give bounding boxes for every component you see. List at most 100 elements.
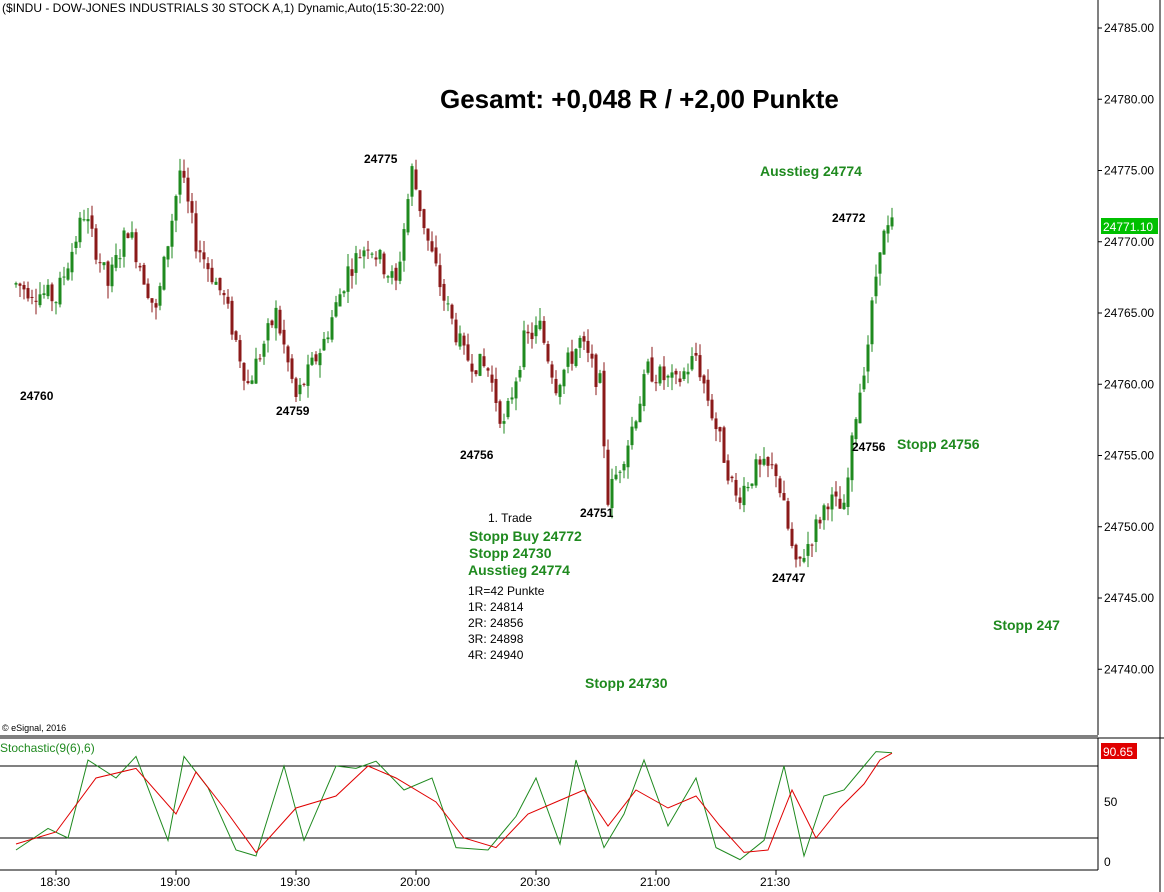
candle-body xyxy=(818,519,822,524)
candle-body xyxy=(82,219,86,221)
candle-body xyxy=(258,358,262,360)
candle-body xyxy=(250,380,254,384)
candle-body xyxy=(726,460,730,481)
candle-body xyxy=(90,215,94,229)
candle-body xyxy=(402,229,406,261)
candle-body xyxy=(486,368,490,371)
candle-body xyxy=(658,366,662,384)
candle-body xyxy=(346,266,350,292)
candle-body xyxy=(498,401,502,424)
candle-body xyxy=(478,353,482,376)
time-tick-label: 18:30 xyxy=(40,875,70,889)
price-label-low-3: 24756 xyxy=(460,448,494,462)
candle-body xyxy=(350,269,354,276)
candle-body xyxy=(494,378,498,403)
candle-body xyxy=(830,494,834,510)
candle-body xyxy=(422,209,426,229)
candle-body xyxy=(370,253,374,255)
stoch-line-pct-d xyxy=(15,752,893,854)
candle-body xyxy=(446,303,450,305)
candle-body xyxy=(182,170,186,178)
stochastic-name: Stochastic(9(6),6) xyxy=(0,741,95,755)
candle-body xyxy=(826,506,830,510)
candle-body xyxy=(278,309,282,334)
candle-body xyxy=(622,463,626,471)
price-label-low-2: 24759 xyxy=(276,404,310,418)
price-tick-label: 24760.00 xyxy=(1104,377,1154,391)
candle-body xyxy=(654,382,658,384)
candle-body xyxy=(578,337,582,348)
price-label-low-5: 24747 xyxy=(772,571,806,585)
candle-body xyxy=(810,544,814,546)
candle-body xyxy=(770,464,774,466)
candle-body xyxy=(674,370,678,375)
candle-body xyxy=(802,557,806,562)
candle-body xyxy=(686,371,690,375)
time-tick-label: 21:00 xyxy=(640,875,670,889)
candle-body xyxy=(310,357,314,365)
candle-body xyxy=(630,426,634,446)
candle-body xyxy=(102,262,106,266)
trade-detail-5: 4R: 24940 xyxy=(468,648,524,662)
candle-body xyxy=(766,457,770,466)
trade-green-2: Stopp 24730 xyxy=(469,545,552,561)
candle-body xyxy=(146,283,150,299)
candle-body xyxy=(742,485,746,506)
candle-body xyxy=(254,358,258,384)
candle-body xyxy=(86,219,90,222)
candle-body xyxy=(798,556,802,559)
candle-body xyxy=(546,344,550,362)
candle-body xyxy=(158,286,162,306)
candle-body xyxy=(330,317,334,340)
candle-body xyxy=(94,228,98,260)
candle-body xyxy=(878,252,882,274)
trade-detail-2: 1R: 24814 xyxy=(468,600,524,614)
candle-body xyxy=(538,320,542,330)
candle-body xyxy=(366,249,370,251)
stoch-line-pct-k xyxy=(15,751,893,861)
candle-body xyxy=(378,249,382,260)
candle-body xyxy=(50,284,54,302)
candle-body xyxy=(710,399,714,419)
candle-body xyxy=(678,378,682,383)
candle-body xyxy=(590,353,594,359)
price-tick-label: 24745.00 xyxy=(1104,591,1154,605)
candle-body xyxy=(442,283,446,301)
candle-body xyxy=(462,335,466,346)
price-tick-label: 24770.00 xyxy=(1104,235,1154,249)
candle-body xyxy=(26,288,30,299)
candle-body xyxy=(22,285,26,290)
candle-body xyxy=(298,384,302,395)
candle-body xyxy=(322,338,326,351)
candle-body xyxy=(466,344,470,361)
candle-body xyxy=(514,381,518,399)
candle-body xyxy=(642,374,646,407)
price-axis: 24785.00 24780.00 24775.00 24770.00 24765.00… xyxy=(1098,21,1154,676)
candle-body xyxy=(106,261,110,286)
candle-body xyxy=(358,257,362,259)
candle-body xyxy=(618,471,622,473)
candle-body xyxy=(406,199,410,233)
trade-detail-1: 1R=42 Punkte xyxy=(468,584,545,598)
candle-body xyxy=(874,276,878,297)
time-tick-label: 20:00 xyxy=(400,875,430,889)
candle-body xyxy=(518,369,522,378)
trade-green-3: Ausstieg 24774 xyxy=(468,562,570,578)
candle-body xyxy=(374,257,378,260)
stopp-24730-annotation: Stopp 24730 xyxy=(585,675,668,691)
candle-body xyxy=(846,477,850,507)
candle-body xyxy=(326,337,330,340)
candle-body xyxy=(762,458,766,465)
candle-body xyxy=(838,498,842,509)
candle-body xyxy=(786,501,790,529)
price-label-low-4: 24751 xyxy=(580,506,614,520)
candle-body xyxy=(882,230,886,255)
candlestick-series xyxy=(14,158,894,568)
price-tick-label: 24785.00 xyxy=(1104,21,1154,35)
candle-body xyxy=(266,323,270,341)
trade-detail-3: 2R: 24856 xyxy=(468,616,524,630)
candle-body xyxy=(142,264,146,285)
candle-body xyxy=(394,267,398,281)
trade-title: 1. Trade xyxy=(488,511,532,525)
